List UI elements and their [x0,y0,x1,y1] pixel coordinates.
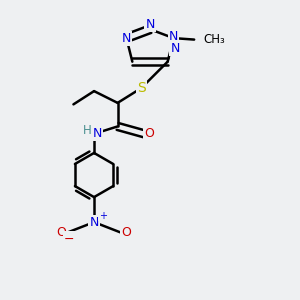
Text: N: N [92,127,102,140]
Text: O: O [121,226,131,239]
Text: N: N [170,42,180,55]
Text: N: N [89,216,99,229]
Text: O: O [56,226,66,239]
Text: −: − [64,232,74,245]
Text: N: N [122,32,131,45]
Text: H: H [83,124,92,137]
Text: S: S [137,81,146,95]
Text: N: N [145,18,155,32]
Text: N: N [169,30,178,43]
Text: O: O [145,127,154,140]
Text: +: + [99,211,107,221]
Text: CH₃: CH₃ [204,33,225,46]
